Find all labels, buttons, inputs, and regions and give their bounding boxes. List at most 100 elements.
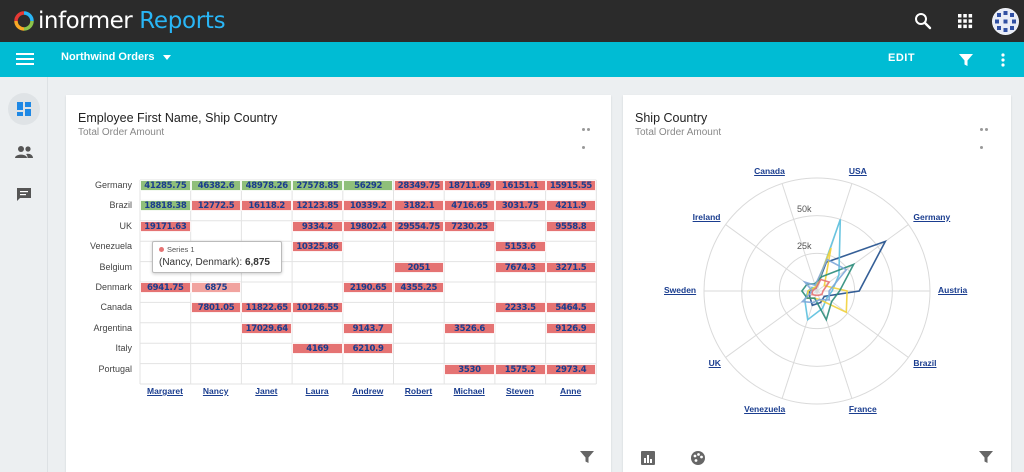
tooltip-label: (Nancy, Denmark):: [159, 257, 243, 268]
heatmap-cell[interactable]: 2051: [393, 261, 445, 273]
heatmap-cell[interactable]: 16151.1: [494, 180, 546, 191]
tooltip-series: Series 1: [159, 245, 195, 254]
heatmap-cell[interactable]: 48978.26: [241, 180, 293, 191]
more-vert-icon[interactable]: [1000, 52, 1006, 68]
heatmap-cell[interactable]: 9334.2: [292, 220, 343, 232]
radar-axis-label[interactable]: Venezuela: [744, 403, 786, 414]
heatmap-cell[interactable]: 3182.1: [393, 200, 445, 212]
radar-axis-label[interactable]: Sweden: [664, 285, 697, 295]
heatmap-cell[interactable]: 12123.85: [292, 200, 343, 212]
heatmap-cell[interactable]: 6875: [190, 282, 242, 293]
informer-logo-icon: [14, 11, 34, 31]
heatmap-row-label: Canada: [100, 302, 132, 313]
radar-series: [800, 258, 848, 304]
heatmap-cell[interactable]: 3526.6: [444, 322, 495, 334]
heatmap-cell[interactable]: 9143.7: [342, 322, 394, 334]
brand[interactable]: informer Reports: [14, 7, 226, 35]
radar-axis-label[interactable]: UK: [708, 358, 721, 369]
brand-name: informer: [38, 8, 133, 34]
chart-type-icon[interactable]: [640, 450, 656, 466]
people-icon: [15, 146, 33, 158]
heatmap-row-label: Venezuela: [89, 241, 132, 252]
heatmap-cell[interactable]: 16118.2: [241, 200, 293, 212]
palette-icon[interactable]: [690, 450, 706, 466]
heatmap-cell[interactable]: 46382.6: [190, 180, 242, 191]
dashboard-icon: [17, 102, 31, 116]
radar-axis-label[interactable]: Austria: [938, 285, 968, 295]
heatmap-col-label[interactable]: Steven: [505, 386, 534, 396]
heatmap-col-label[interactable]: Laura: [305, 386, 329, 396]
heatmap-col-label[interactable]: Andrew: [352, 386, 384, 396]
heatmap-cell[interactable]: 2190.65: [342, 282, 394, 293]
heatmap-cell[interactable]: 1575.2: [494, 363, 546, 375]
rail-item-dashboard[interactable]: [8, 93, 40, 125]
heatmap-cell[interactable]: 3530: [444, 363, 495, 375]
radar-axis-label[interactable]: Germany: [913, 211, 951, 222]
left-rail: [0, 77, 48, 472]
edit-button[interactable]: EDIT: [888, 52, 916, 64]
radar-axis-label[interactable]: Canada: [754, 166, 785, 177]
radar-axis-label[interactable]: France: [848, 403, 877, 414]
rail-item-people[interactable]: [8, 136, 40, 168]
rail-item-comments[interactable]: [8, 179, 40, 211]
heatmap-cell[interactable]: 2233.5: [494, 302, 546, 314]
radar-axis-label[interactable]: USA: [848, 166, 867, 177]
heatmap-col-label[interactable]: Nancy: [202, 386, 229, 396]
radar-more-icon[interactable]: [980, 118, 994, 149]
heatmap-cell[interactable]: 10325.86: [292, 241, 343, 253]
radar-filter-icon[interactable]: [978, 449, 994, 465]
heatmap-cell[interactable]: 41285.75: [140, 180, 191, 191]
heatmap-cell[interactable]: 3031.75: [494, 200, 546, 212]
heatmap-cell[interactable]: 11822.65: [241, 302, 293, 314]
heatmap-cell[interactable]: 10126.55: [292, 302, 343, 314]
heatmap-cell[interactable]: 7801.05: [190, 302, 242, 314]
heatmap-col-label[interactable]: Janet: [255, 386, 278, 396]
heatmap-col-label[interactable]: Margaret: [147, 386, 183, 396]
report-selector[interactable]: Northwind Orders: [61, 51, 171, 63]
heatmap-cell[interactable]: 5153.6: [494, 241, 546, 253]
user-avatar[interactable]: [992, 8, 1019, 35]
heatmap-cell[interactable]: 4716.65: [444, 200, 495, 212]
heatmap-row-label: Denmark: [95, 282, 132, 292]
heatmap-col-label[interactable]: Anne: [559, 386, 582, 396]
heatmap-col-label[interactable]: Robert: [404, 386, 433, 396]
heatmap-cell[interactable]: 4211.9: [545, 200, 597, 212]
heatmap-cell[interactable]: 5464.5: [545, 302, 597, 314]
tooltip-value: 6,875: [244, 257, 270, 268]
heatmap-cell[interactable]: 15915.55: [545, 180, 597, 191]
heatmap-cell[interactable]: 19802.4: [342, 220, 394, 232]
heatmap-cell[interactable]: 56292: [342, 180, 394, 191]
hamburger-menu-icon[interactable]: [16, 52, 34, 66]
heatmap-cell[interactable]: 2973.4: [545, 363, 597, 375]
radar-axis-label[interactable]: Ireland: [692, 211, 721, 222]
heatmap-col-label[interactable]: Michael: [453, 386, 485, 396]
heatmap-cell[interactable]: 12772.5: [190, 200, 242, 212]
heatmap-cell[interactable]: 7674.3: [494, 261, 546, 273]
heatmap-cell[interactable]: 3271.5: [545, 261, 597, 273]
filter-icon[interactable]: [958, 52, 974, 68]
search-icon[interactable]: [913, 11, 933, 31]
radar-tick-label: 50k: [797, 203, 812, 214]
heatmap-cell[interactable]: 9558.8: [545, 220, 597, 232]
series-dot-icon: [159, 247, 164, 252]
heatmap-cell[interactable]: 27578.85: [292, 180, 343, 191]
heatmap-cell[interactable]: 29554.75: [393, 220, 445, 232]
heatmap-cell[interactable]: 9126.9: [545, 322, 597, 334]
heatmap-cell[interactable]: 6941.75: [140, 282, 191, 293]
heatmap-cell[interactable]: 19171.63: [140, 220, 191, 232]
heatmap-cell[interactable]: 18711.69: [444, 180, 495, 191]
heatmap-cell[interactable]: 7230.25: [444, 220, 495, 232]
heatmap-cell[interactable]: 4169: [292, 343, 343, 355]
heatmap-cell[interactable]: 4355.25: [393, 282, 445, 293]
heatmap-cell[interactable]: 17029.64: [241, 322, 293, 334]
heatmap-cell[interactable]: 18818.38: [140, 200, 191, 212]
heatmap-more-icon[interactable]: [582, 118, 596, 149]
app-header: informer Reports: [0, 0, 1024, 42]
radar-axis-label[interactable]: Brazil: [913, 358, 937, 369]
apps-grid-icon[interactable]: [955, 11, 975, 31]
heatmap-cell[interactable]: 28349.75: [393, 180, 445, 191]
heatmap-cell[interactable]: 10339.2: [342, 200, 394, 212]
heatmap-cell[interactable]: 6210.9: [342, 343, 394, 355]
heatmap-filter-icon[interactable]: [579, 449, 595, 465]
